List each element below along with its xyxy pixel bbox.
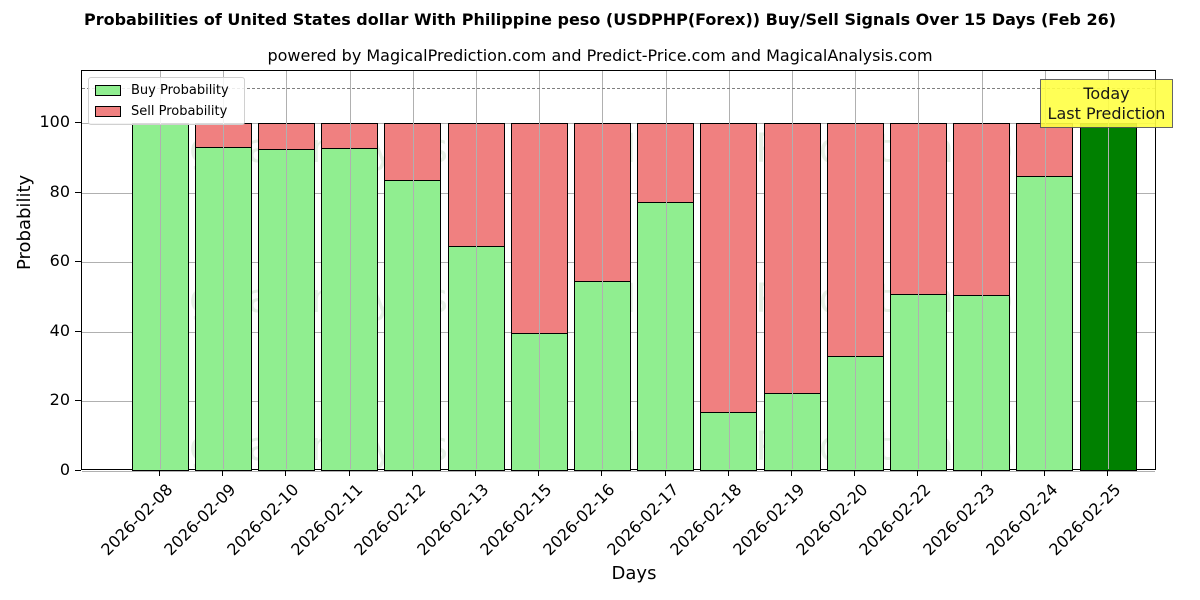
- x-tick-mark: [411, 470, 413, 476]
- gridline-vertical: [981, 71, 983, 469]
- gridline-vertical: [223, 71, 225, 469]
- x-tick-mark: [1043, 470, 1045, 476]
- gridline-vertical: [160, 71, 161, 469]
- x-axis-label: Days: [611, 563, 657, 584]
- gridline-vertical: [792, 71, 793, 469]
- gridline-vertical: [1108, 71, 1109, 469]
- y-tick-mark: [75, 400, 81, 402]
- y-tick-mark: [75, 330, 81, 332]
- legend-buy-label: Buy Probability: [131, 82, 229, 98]
- x-tick-mark: [538, 470, 540, 476]
- y-tick-label: 100: [39, 112, 70, 132]
- sell-swatch-icon: [95, 105, 121, 117]
- today-annotation: Today Last Prediction: [1040, 79, 1173, 128]
- y-tick-mark: [75, 261, 81, 263]
- gridline-vertical: [665, 71, 667, 469]
- gridline-vertical: [728, 71, 730, 469]
- x-tick-mark: [285, 470, 287, 476]
- x-tick-mark: [854, 470, 856, 476]
- annotation-line1: Today: [1083, 84, 1130, 103]
- gridline-horizontal: [82, 471, 1155, 472]
- gridline-vertical: [349, 71, 351, 469]
- x-tick-mark: [601, 470, 603, 476]
- annotation-line2: Last Prediction: [1047, 104, 1166, 123]
- gridline-vertical: [286, 71, 288, 469]
- gridline-vertical: [412, 71, 414, 469]
- y-tick-label: 40: [49, 320, 70, 340]
- x-tick-mark: [980, 470, 982, 476]
- gridline-vertical: [918, 71, 920, 469]
- x-tick-mark: [727, 470, 729, 476]
- y-tick-label: 20: [49, 390, 70, 410]
- legend-sell-label: Sell Probability: [131, 103, 228, 119]
- gridline-vertical: [476, 71, 477, 469]
- x-tick-mark: [917, 470, 919, 476]
- gridline-vertical: [539, 71, 541, 469]
- buy-swatch-icon: [95, 84, 121, 96]
- x-tick-mark: [1107, 470, 1108, 476]
- gridline-vertical: [855, 71, 857, 469]
- reference-line: [82, 88, 1155, 90]
- legend: Buy Probability Sell Probability: [88, 77, 245, 125]
- y-axis-label: Probability: [14, 174, 35, 270]
- y-tick-label: 0: [59, 460, 70, 479]
- y-tick-mark: [75, 470, 81, 471]
- chart-subtitle: powered by MagicalPrediction.com and Pre…: [267, 46, 933, 65]
- x-tick-mark: [475, 470, 476, 476]
- y-tick-mark: [75, 122, 81, 124]
- x-tick-mark: [664, 470, 666, 476]
- gridline-vertical: [602, 71, 604, 469]
- x-tick-mark: [222, 470, 224, 476]
- x-tick-mark: [791, 470, 792, 476]
- legend-item-sell: Sell Probability: [95, 102, 227, 120]
- plot-area: MagicalAnalysis.comMagicalPrediction.com…: [81, 70, 1156, 472]
- y-tick-label: 80: [49, 181, 70, 201]
- gridline-vertical: [1044, 71, 1046, 469]
- x-tick-mark: [348, 470, 350, 476]
- y-tick-mark: [75, 191, 81, 193]
- legend-item-buy: Buy Probability: [95, 81, 229, 99]
- chart-title: Probabilities of United States dollar Wi…: [83, 10, 1117, 29]
- x-tick-mark: [159, 470, 160, 476]
- y-tick-label: 60: [49, 251, 70, 271]
